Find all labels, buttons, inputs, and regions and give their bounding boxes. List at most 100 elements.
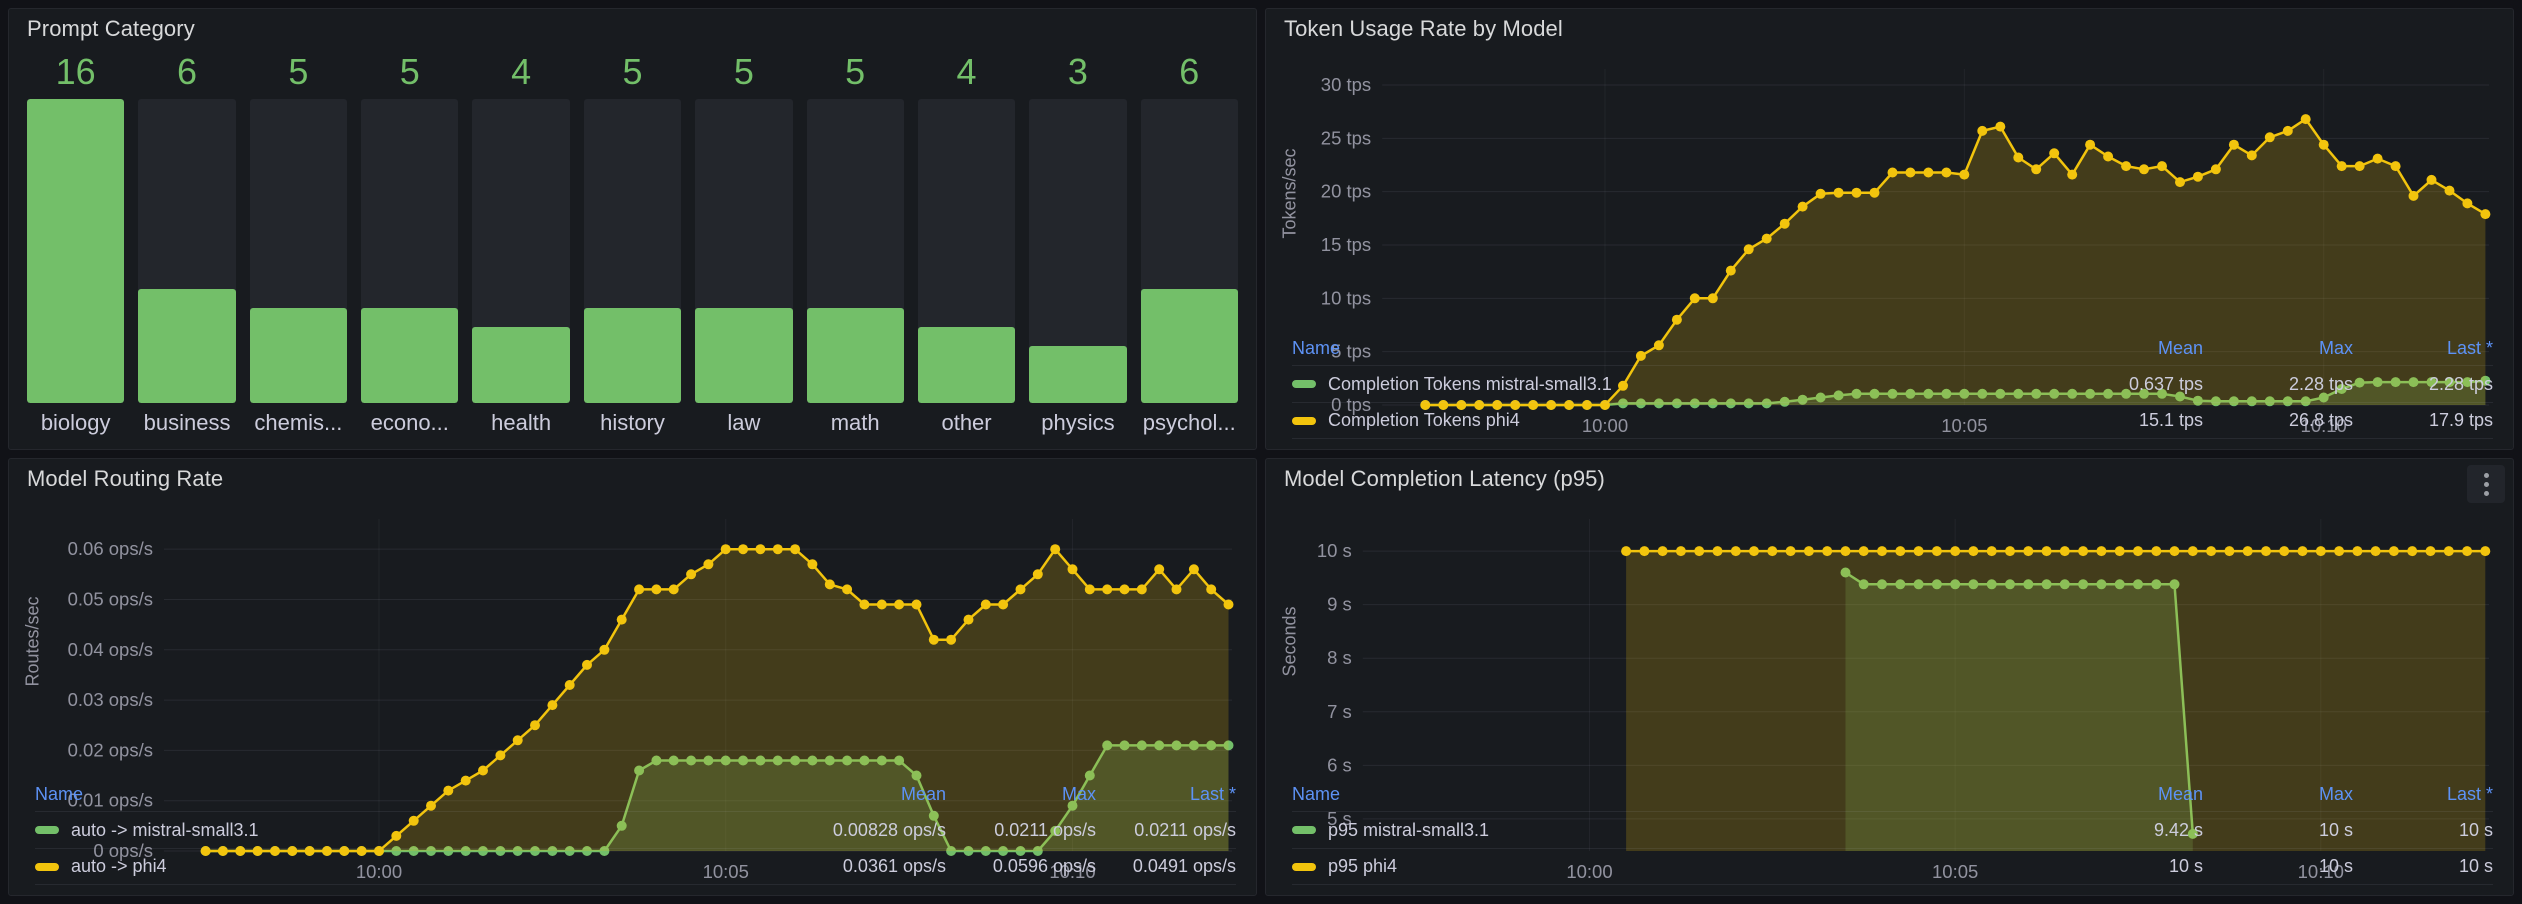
series-point: [1102, 584, 1113, 595]
bar-fill: [472, 327, 570, 403]
bar-value: 6: [177, 51, 198, 92]
series-point: [1223, 740, 1234, 751]
series-point: [790, 544, 801, 555]
bar-track: [1140, 99, 1238, 403]
legend-header-max[interactable]: Max: [2318, 783, 2353, 804]
legend-header-name[interactable]: Name: [1292, 337, 1341, 358]
bar-track: [361, 99, 459, 403]
legend-header-name[interactable]: Name: [35, 783, 84, 804]
legend-series-name[interactable]: p95 phi4: [1292, 856, 2023, 877]
legend-series-label[interactable]: Completion Tokens mistral-small3.1: [1328, 373, 1612, 394]
series-point: [911, 770, 922, 781]
series-point: [1941, 388, 1952, 399]
series-point: [2462, 198, 2473, 209]
series-point: [2059, 546, 2070, 557]
legend-series-label[interactable]: p95 phi4: [1328, 856, 1398, 876]
legend-series-label[interactable]: p95 mistral-small3.1: [1328, 819, 1490, 840]
bar-value: 6: [1179, 51, 1200, 92]
series-area: [1626, 551, 2486, 851]
bar-value: 5: [845, 51, 866, 92]
completion-latency-plot[interactable]: 10:00 10:05 10:10 5 s 6 s 7 s 8 s 9 s 10 s: [1304, 505, 2499, 882]
legend-series-label[interactable]: auto -> mistral-small3.1: [71, 819, 259, 840]
legend-header-last[interactable]: Last *: [2446, 337, 2493, 358]
legend-series-name[interactable]: p95 mistral-small3.1: [1292, 820, 2023, 841]
series-point: [876, 755, 887, 766]
legend-series-label[interactable]: auto -> phi4: [71, 856, 167, 876]
token-usage-plot[interactable]: 10:00 10:05 10:10 0 tps 5 tps 10 tps 15 tps 20 …: [1304, 55, 2499, 436]
legend-header-last[interactable]: Last *: [2446, 783, 2493, 804]
bar-column: 16 biology: [27, 49, 125, 441]
bar-value: 5: [288, 51, 309, 92]
series-point: [1761, 398, 1772, 409]
legend-header-last[interactable]: Last *: [1189, 783, 1236, 804]
bar-label: econo...: [370, 410, 449, 435]
series-point: [686, 569, 697, 580]
series-point: [2224, 546, 2235, 557]
series-point: [2264, 396, 2275, 407]
series-point: [1833, 187, 1844, 198]
series-point: [374, 846, 384, 856]
series-point: [426, 846, 436, 856]
bar-column: 5 law: [695, 49, 793, 441]
series-point: [2297, 546, 2308, 557]
legend-header-mean[interactable]: Mean: [2157, 783, 2203, 804]
series-point: [2049, 388, 2060, 399]
series-point: [2085, 139, 2096, 150]
bar-label: health: [491, 410, 552, 435]
series-point: [582, 659, 592, 670]
series-point: [1119, 740, 1130, 751]
series-point: [1171, 584, 1182, 595]
legend-header-max[interactable]: Max: [2318, 337, 2353, 358]
legend-stat-mean: 10 s: [2168, 856, 2203, 876]
series-point: [2157, 161, 2167, 172]
legend-series-name[interactable]: Completion Tokens mistral-small3.1: [1292, 374, 2023, 395]
series-point: [2480, 546, 2491, 557]
bar-fill: [138, 289, 236, 403]
legend-header-mean[interactable]: Mean: [900, 783, 946, 804]
series-point: [2228, 139, 2239, 150]
bar-track: [917, 99, 1016, 403]
bar-track: [1029, 99, 1127, 403]
series-point: [1653, 398, 1664, 409]
model-routing-plot[interactable]: 10:00 10:05 10:10 0 ops/s 0.01 ops/s 0.02 ops…: [47, 505, 1242, 882]
series-point: [2041, 579, 2052, 590]
series-point: [1420, 400, 1431, 410]
series-point: [2372, 377, 2383, 388]
series-point: [2354, 161, 2365, 172]
legend-header-max[interactable]: Max: [1061, 783, 1096, 804]
bar-column: 6 psychol...: [1140, 49, 1238, 441]
legend-series-name[interactable]: auto -> phi4: [35, 856, 766, 877]
series-point: [1015, 584, 1026, 595]
legend-series-name[interactable]: Completion Tokens phi4: [1292, 410, 2023, 431]
y-tick-label: 10 tps: [1321, 287, 1371, 308]
series-point: [1779, 396, 1790, 407]
series-point: [2121, 388, 2132, 399]
x-tick-label: 10:00: [356, 861, 402, 882]
series-point: [2282, 125, 2293, 136]
series-point: [2121, 161, 2132, 172]
series-point: [755, 755, 766, 766]
series-point: [2031, 164, 2042, 175]
series-point: [2246, 396, 2257, 407]
legend-header-name[interactable]: Name: [1292, 783, 1341, 804]
series-point: [2103, 388, 2114, 399]
bar-track: [583, 99, 682, 403]
legend-series-label[interactable]: Completion Tokens phi4: [1328, 410, 1520, 430]
series-point: [1206, 740, 1217, 751]
panel-menu-kebab-icon[interactable]: [2467, 465, 2505, 503]
bar-value: 4: [956, 51, 977, 92]
legend-header-mean[interactable]: Mean: [2157, 337, 2203, 358]
y-tick-label: 0.05 ops/s: [68, 588, 153, 609]
y-tick-label: 0.02 ops/s: [68, 739, 153, 760]
series-point: [1931, 579, 1942, 590]
series-point: [1923, 388, 1934, 399]
panel-header: Model Routing Rate: [9, 459, 1256, 499]
series-point: [1913, 579, 1924, 590]
series-point: [2169, 546, 2180, 557]
series-point: [217, 846, 228, 856]
y-tick-label: 0.03 ops/s: [68, 689, 153, 710]
legend-series-row: auto -> mistral-small3.1 0.00828 ops/s 0.0…: [35, 811, 1236, 848]
series-point: [2354, 377, 2365, 388]
bar-value: 5: [399, 51, 420, 92]
legend-series-name[interactable]: auto -> mistral-small3.1: [35, 820, 766, 841]
